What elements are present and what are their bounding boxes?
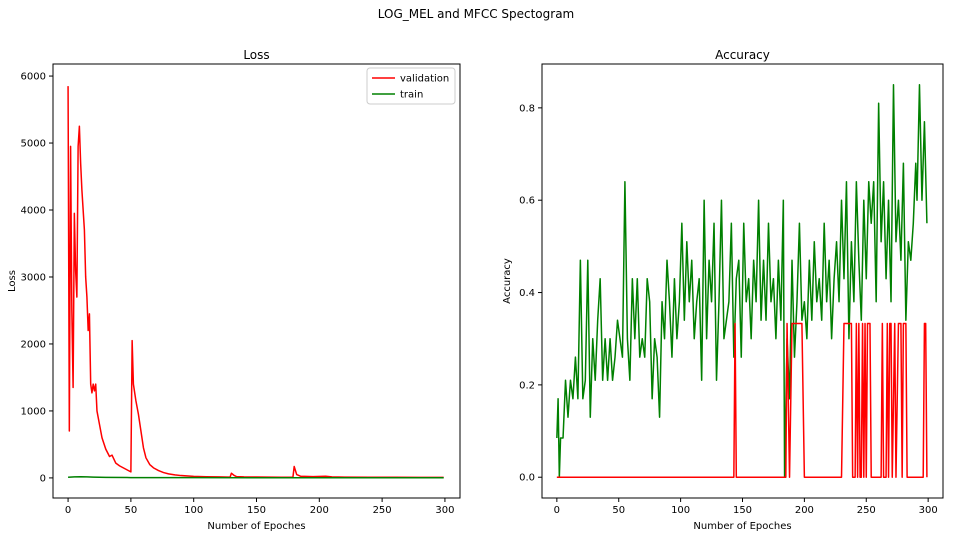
loss-x-tick-label: 200 [310,505,329,516]
loss-x-tick-label: 150 [247,505,266,516]
accuracy-x-tick-label: 300 [919,505,938,516]
accuracy-y-axis-label: Accuracy [502,258,513,304]
legend-label-train: train [400,90,423,101]
accuracy-x-tick-label: 250 [857,505,876,516]
loss-series-line-train [68,475,444,479]
accuracy-x-tick-label: 200 [795,505,814,516]
accuracy-series-line-train [556,84,928,478]
accuracy-y-tick-label: 0.2 [519,380,535,391]
legend-box [366,67,456,105]
accuracy-y-tick-label: 0.0 [519,473,535,484]
accuracy-chart: Accuracy 0 50 100 150 200 250 300 0.0 0.2 0.4 0.6… [502,48,944,532]
loss-y-tick-label: 6000 [21,72,46,83]
legend-label-validation: validation [400,74,449,85]
loss-y-tick-label: 4000 [21,206,46,217]
accuracy-x-ticks: 0 50 100 150 200 250 300 [554,498,938,516]
loss-legend: validation train [366,67,456,105]
figure-suptitle: LOG_MEL and MFCC Spectogram [378,7,575,21]
accuracy-x-tick-label: 0 [554,505,560,516]
accuracy-y-ticks: 0.0 0.2 0.4 0.6 0.8 [519,103,542,484]
loss-y-tick-label: 0 [40,473,46,484]
loss-y-ticks: 0 1000 2000 3000 4000 5000 6000 [21,72,53,484]
loss-y-tick-label: 2000 [21,339,46,350]
loss-chart-title: Loss [243,48,269,62]
accuracy-series-layer [556,84,928,478]
accuracy-x-axis-label: Number of Epoches [693,521,791,532]
accuracy-y-tick-label: 0.8 [519,103,535,114]
loss-y-axis-label: Loss [7,270,18,292]
accuracy-x-tick-label: 50 [612,505,625,516]
loss-x-tick-label: 0 [65,505,71,516]
accuracy-y-tick-label: 0.6 [519,196,535,207]
loss-x-tick-label: 300 [435,505,454,516]
accuracy-x-tick-label: 150 [733,505,752,516]
accuracy-chart-title: Accuracy [715,48,770,62]
accuracy-x-tick-label: 100 [671,505,690,516]
loss-x-tick-label: 100 [184,505,203,516]
loss-y-tick-label: 5000 [21,139,46,150]
loss-y-tick-label: 1000 [21,406,46,417]
loss-x-tick-label: 50 [125,505,138,516]
accuracy-y-tick-label: 0.4 [519,288,535,299]
loss-chart: Loss 0 50 100 150 200 250 300 0 1000 2000 3000 400… [7,48,461,532]
loss-x-tick-label: 250 [373,505,392,516]
accuracy-series-line-validation [556,322,928,478]
loss-series-layer [67,86,444,479]
loss-x-axis-label: Number of Epoches [207,521,305,532]
loss-x-ticks: 0 50 100 150 200 250 300 [65,498,454,516]
loss-y-tick-label: 3000 [21,272,46,283]
